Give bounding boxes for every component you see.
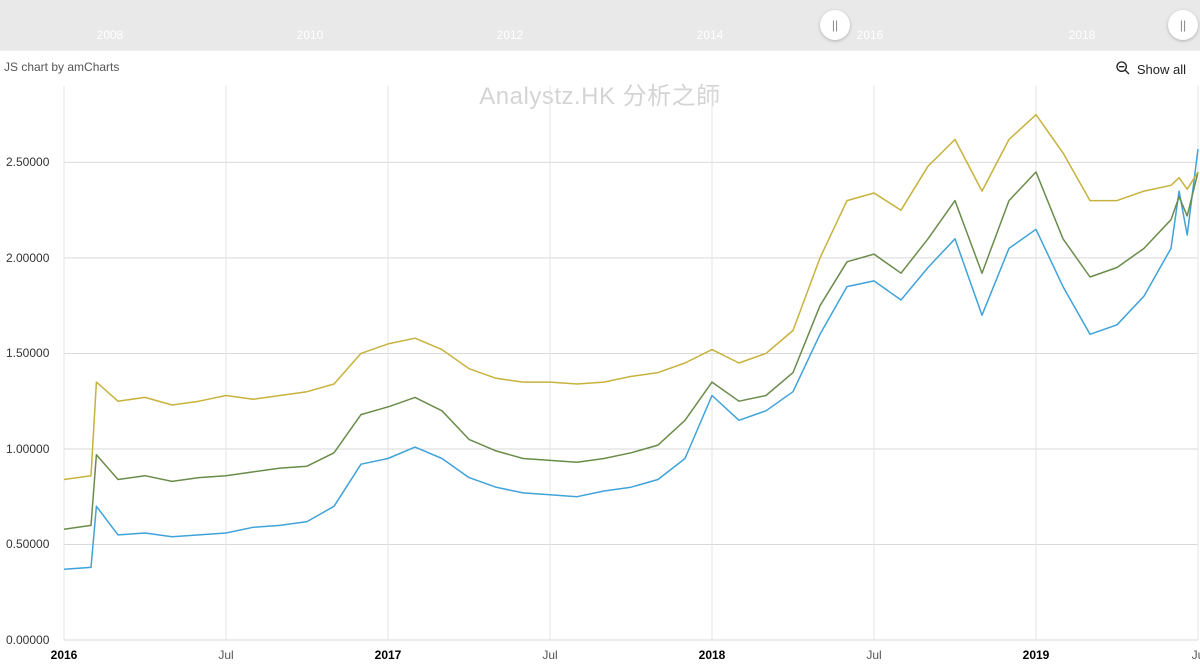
y-tick-label: 2.50000 (6, 155, 49, 169)
scrollbar-year-label: 2014 (697, 28, 724, 42)
x-tick-label: Ju (1192, 648, 1200, 662)
y-tick-label: 2.00000 (6, 251, 49, 265)
series-yellow (64, 115, 1198, 480)
y-tick-label: 1.50000 (6, 346, 49, 360)
chart-scrollbar[interactable]: || || 2008 2010 2012 2014 2016 2018 (0, 0, 1200, 51)
scrollbar-year-label: 2012 (497, 28, 524, 42)
series-blue (64, 149, 1198, 569)
scrollbar-year-label: 2008 (97, 28, 124, 42)
series-green (64, 172, 1198, 529)
scrollbar-handle-right[interactable]: || (1168, 10, 1198, 40)
y-tick-label: 0.50000 (6, 537, 49, 551)
x-tick-label: Jul (542, 648, 557, 662)
line-chart: 2016 Jul 2017 Jul 2018 Jul 2019 Ju (0, 50, 1200, 664)
scrollbar-handle-left[interactable]: || (820, 10, 850, 40)
y-tick-label: 1.00000 (6, 442, 49, 456)
y-tick-label: 0.00000 (6, 633, 49, 647)
scrollbar-year-label: 2010 (297, 28, 324, 42)
x-tick-label: Jul (866, 648, 881, 662)
x-tick-label: 2016 (51, 648, 78, 662)
x-tick-label: 2019 (1023, 648, 1050, 662)
scrollbar-year-label: 2016 (857, 28, 884, 42)
x-tick-label: 2018 (699, 648, 726, 662)
x-tick-label: Jul (218, 648, 233, 662)
x-tick-label: 2017 (375, 648, 402, 662)
scrollbar-year-label: 2018 (1069, 28, 1096, 42)
